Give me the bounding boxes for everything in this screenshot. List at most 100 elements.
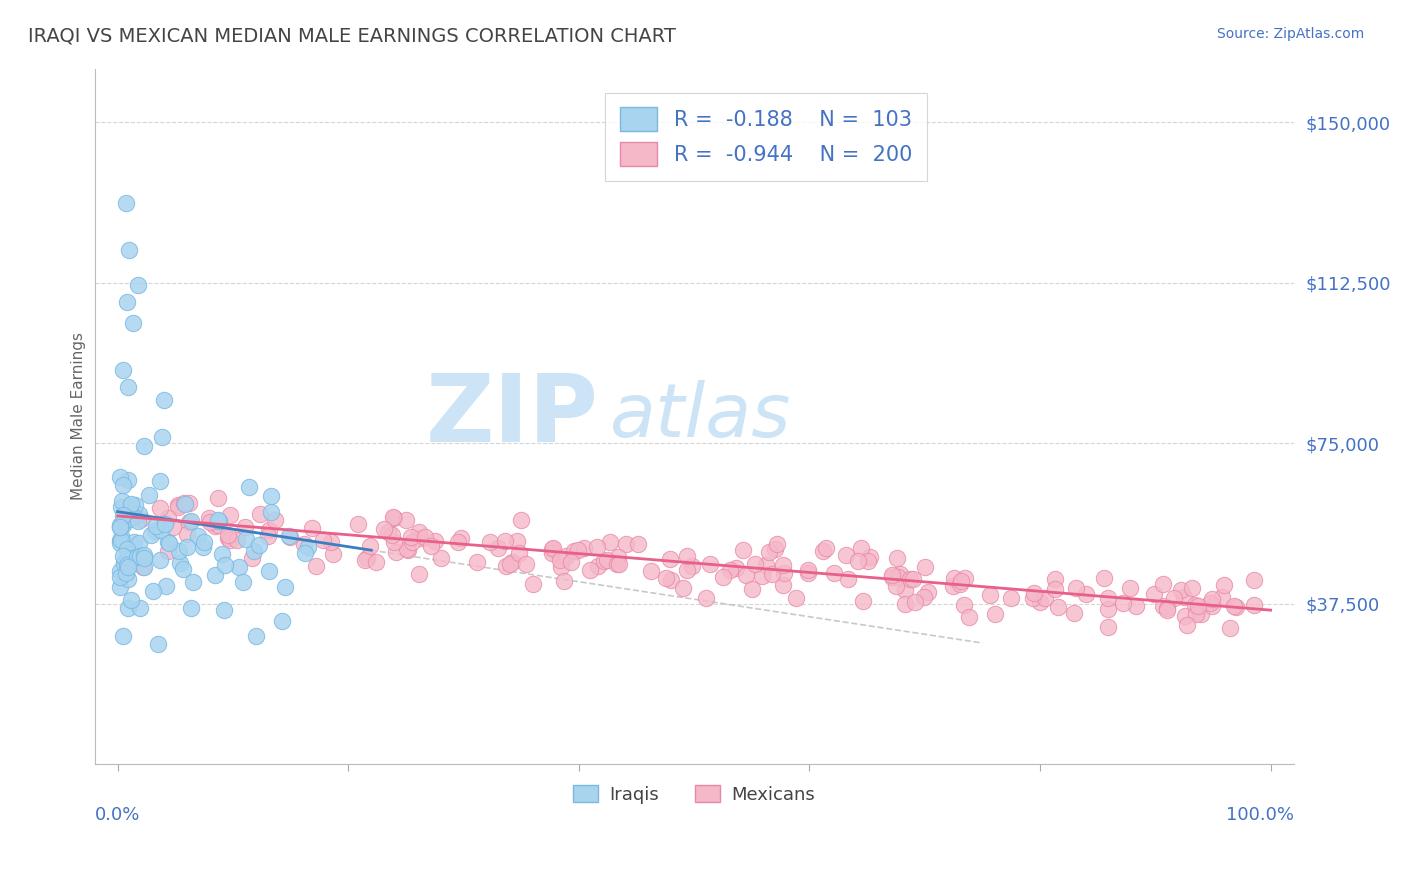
Point [596,553,619,567]
Point [373,522,395,536]
Point [226,533,249,547]
Point [204,567,226,582]
Point [1201,592,1223,607]
Point [108,564,131,578]
Point [157,535,180,549]
Point [110,500,132,515]
Point [111,549,134,563]
Point [1125,599,1147,613]
Point [718,563,741,577]
Point [214,558,236,573]
Point [112,558,135,572]
Point [122,510,145,524]
Point [271,614,294,628]
Point [143,524,166,538]
Point [228,559,250,574]
Point [554,549,576,563]
Point [1219,621,1241,635]
Point [880,568,903,582]
Point [273,580,295,594]
Point [659,552,682,566]
Point [676,549,699,564]
Point [162,519,184,533]
Point [607,557,630,571]
Point [127,514,149,528]
Point [586,558,609,573]
Point [1180,581,1202,595]
Point [145,519,167,533]
Point [733,543,755,558]
Point [952,598,974,612]
Point [835,548,858,562]
Point [399,530,422,544]
Point [108,580,131,594]
Point [118,503,141,517]
Point [204,518,226,533]
Point [501,555,523,569]
Point [263,512,285,526]
Point [1174,609,1197,624]
Point [755,558,778,573]
Point [550,560,572,574]
Point [409,531,432,545]
Point [1029,595,1052,609]
Point [155,579,177,593]
Point [505,534,527,549]
Point [149,501,172,516]
Point [132,560,155,574]
Point [606,557,628,571]
Point [238,480,260,494]
Point [1175,618,1198,632]
Point [115,566,138,580]
Point [884,579,907,593]
Point [886,551,908,566]
Point [1112,596,1135,610]
Point [260,489,283,503]
Point [1022,591,1045,606]
Point [949,577,972,591]
Point [430,551,453,566]
Point [585,540,607,554]
Point [354,553,377,567]
Point [117,548,139,562]
Point [772,578,794,592]
Point [695,591,717,605]
Point [382,510,405,524]
Point [108,535,131,549]
Point [108,570,131,584]
Point [1201,599,1223,614]
Point [408,524,430,539]
Point [115,542,138,557]
Legend: Iraqis, Mexicans: Iraqis, Mexicans [567,778,823,811]
Point [193,540,215,554]
Point [117,600,139,615]
Point [447,535,470,549]
Point [1156,601,1178,615]
Point [179,515,201,529]
Point [579,563,602,577]
Point [219,508,242,522]
Point [132,439,155,453]
Point [837,572,859,586]
Point [772,566,794,580]
Point [207,513,229,527]
Point [889,566,911,581]
Point [301,521,323,535]
Point [515,557,537,571]
Point [1043,582,1066,597]
Text: Source: ZipAtlas.com: Source: ZipAtlas.com [1216,27,1364,41]
Point [138,488,160,502]
Text: ZIP: ZIP [426,370,598,462]
Point [167,500,190,515]
Point [193,535,215,549]
Point [292,537,315,551]
Point [478,534,501,549]
Point [886,570,908,584]
Point [979,588,1001,602]
Point [356,551,378,566]
Point [377,525,399,540]
Point [912,590,935,604]
Point [510,512,533,526]
Point [488,541,510,555]
Point [128,535,150,549]
